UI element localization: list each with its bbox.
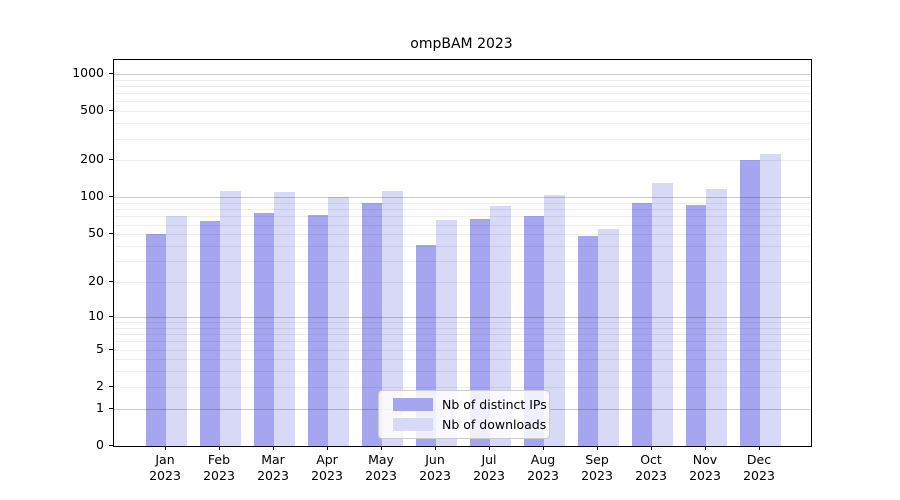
x-axis-tick xyxy=(758,446,760,450)
gridline-minor xyxy=(114,160,811,162)
bar-downloads xyxy=(544,195,565,446)
x-axis-tick-label: Nov 2023 xyxy=(689,452,721,483)
gridline-minor xyxy=(114,138,811,140)
chart-title: ompBAM 2023 xyxy=(410,36,513,52)
y-axis-tick xyxy=(109,159,113,161)
y-axis-tick-label: 50 xyxy=(88,225,104,241)
x-axis-tick xyxy=(380,446,382,450)
bar-distinct-ips xyxy=(739,160,760,446)
x-axis-tick-label: Sep 2023 xyxy=(581,452,613,483)
legend-swatch-distinct-ips xyxy=(393,398,433,411)
x-axis-tick xyxy=(326,446,328,450)
y-axis-tick xyxy=(109,315,113,317)
x-axis-tick-label: Apr 2023 xyxy=(311,452,343,483)
y-axis-tick-label: 1000 xyxy=(72,64,104,80)
y-axis-tick xyxy=(109,281,113,283)
legend-item: Nb of downloads xyxy=(393,417,546,432)
y-axis-tick xyxy=(109,196,113,198)
y-axis-tick-label: 0 xyxy=(96,437,104,452)
x-axis-tick-label: Oct 2023 xyxy=(635,452,667,483)
bar-downloads xyxy=(760,154,781,446)
y-axis-tick-label: 1 xyxy=(96,399,104,415)
x-axis-tick xyxy=(704,446,706,450)
bar-distinct-ips xyxy=(469,218,490,446)
y-axis-tick-label: 2 xyxy=(96,377,104,393)
gridline-minor xyxy=(114,93,811,95)
bar-downloads xyxy=(598,229,619,446)
y-axis-tick xyxy=(109,348,113,350)
bar-downloads xyxy=(220,190,241,446)
bar-downloads xyxy=(274,192,295,446)
bar-downloads xyxy=(328,196,349,446)
bar-distinct-ips xyxy=(577,236,598,446)
x-axis-tick-label: Mar 2023 xyxy=(257,452,289,483)
y-axis-tick-label: 100 xyxy=(80,188,104,204)
y-axis-tick xyxy=(109,233,113,235)
bar-distinct-ips xyxy=(361,203,382,446)
gridline-minor xyxy=(114,85,811,87)
gridline-major xyxy=(114,73,811,75)
bar-downloads xyxy=(490,206,511,446)
bar-distinct-ips xyxy=(199,221,220,446)
y-axis-tick xyxy=(109,110,113,112)
x-axis-tick-label: Jul 2023 xyxy=(473,452,505,483)
y-axis-tick-label: 500 xyxy=(80,102,104,118)
x-axis-tick-label: Jun 2023 xyxy=(419,452,451,483)
gridline-minor xyxy=(114,123,811,125)
bar-distinct-ips xyxy=(523,216,544,446)
x-axis-tick-label: Dec 2023 xyxy=(743,452,775,483)
x-axis-tick xyxy=(272,446,274,450)
bar-downloads xyxy=(652,183,673,446)
x-axis-tick xyxy=(218,446,220,450)
x-axis-tick-label: Jan 2023 xyxy=(149,452,181,483)
gridline-minor xyxy=(114,79,811,81)
x-axis-tick xyxy=(164,446,166,450)
y-axis-tick xyxy=(109,407,113,409)
y-axis-tick xyxy=(109,445,113,446)
bar-downloads xyxy=(166,216,187,446)
y-axis-tick-label: 200 xyxy=(80,151,104,167)
bar-distinct-ips xyxy=(253,212,274,446)
x-axis-tick xyxy=(488,446,490,450)
x-axis-tick xyxy=(596,446,598,450)
legend: Nb of distinct IPs Nb of downloads xyxy=(378,390,550,439)
legend-item: Nb of distinct IPs xyxy=(393,397,547,412)
bar-downloads xyxy=(706,189,727,446)
bar-distinct-ips xyxy=(307,214,328,446)
legend-label: Nb of downloads xyxy=(442,417,547,432)
bar-distinct-ips xyxy=(685,204,706,446)
legend-label: Nb of distinct IPs xyxy=(442,397,547,412)
bar-distinct-ips xyxy=(145,234,166,446)
bar-downloads xyxy=(436,220,457,446)
legend-swatch-downloads xyxy=(393,418,433,431)
x-axis-tick-label: Aug 2023 xyxy=(527,452,559,483)
y-axis-tick-label: 5 xyxy=(96,340,104,356)
y-axis-tick xyxy=(109,72,113,74)
gridline-minor xyxy=(114,101,811,103)
y-axis-tick-label: 20 xyxy=(88,273,104,289)
gridline-minor xyxy=(114,111,811,113)
x-axis-tick-label: Feb 2023 xyxy=(203,452,235,483)
y-axis-tick-label: 10 xyxy=(88,307,104,323)
y-axis-tick xyxy=(109,385,113,387)
x-axis-tick xyxy=(434,446,436,450)
x-axis-tick-label: May 2023 xyxy=(365,452,397,483)
bar-distinct-ips xyxy=(631,203,652,446)
plot-area xyxy=(113,59,812,447)
x-axis-tick xyxy=(542,446,544,450)
bar-downloads xyxy=(382,191,403,446)
x-axis-tick xyxy=(650,446,652,450)
